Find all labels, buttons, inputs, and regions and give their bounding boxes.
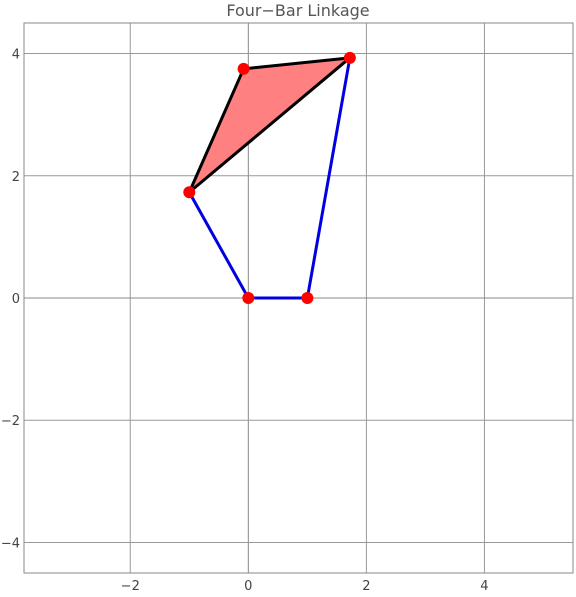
coupler-triangle bbox=[187, 56, 352, 194]
x-axis-ticks: −2 0 2 4 bbox=[121, 579, 489, 594]
x-tick-label: 0 bbox=[244, 579, 252, 594]
y-tick-label: −4 bbox=[1, 536, 20, 551]
plot-title: Four−Bar Linkage bbox=[226, 1, 369, 20]
joint-point bbox=[343, 51, 356, 64]
linkage-bar bbox=[305, 56, 352, 300]
linkage-joints bbox=[183, 51, 356, 304]
joint-point bbox=[183, 186, 196, 199]
linkage-bar bbox=[187, 190, 250, 300]
y-tick-label: −2 bbox=[1, 414, 20, 429]
linkage-bars bbox=[187, 56, 352, 300]
y-tick-label: 0 bbox=[12, 292, 20, 307]
y-tick-label: 2 bbox=[12, 170, 20, 185]
x-tick-label: −2 bbox=[121, 579, 140, 594]
coupler-triangle-group bbox=[187, 56, 352, 194]
y-tick-label: 4 bbox=[12, 48, 20, 63]
y-axis-ticks: −4 −2 0 2 4 bbox=[1, 48, 20, 552]
joint-point bbox=[301, 292, 314, 304]
plot-frame bbox=[23, 22, 574, 574]
x-tick-label: 4 bbox=[480, 579, 488, 594]
joint-point bbox=[242, 292, 255, 304]
joint-point bbox=[237, 62, 250, 75]
x-tick-label: 2 bbox=[362, 579, 370, 594]
